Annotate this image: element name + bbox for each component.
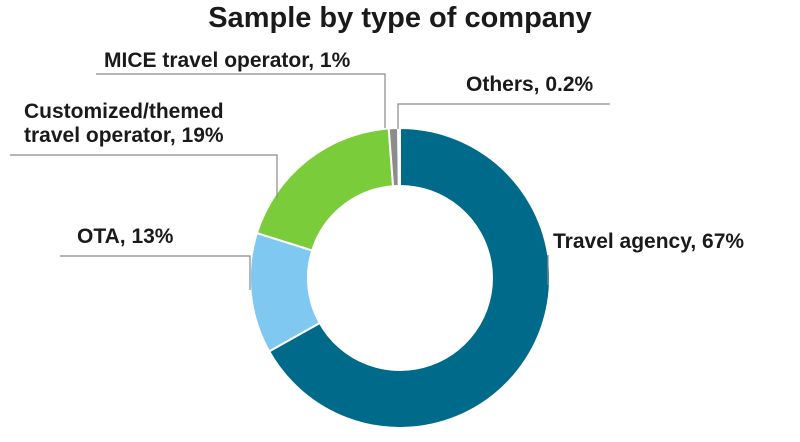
data-label-mice: MICE travel operator, 1% [104,49,351,72]
leader-mice [96,73,386,128]
leader-others [397,103,610,129]
data-label-custom-line1: Customized/themed [24,100,224,123]
leader-ota [60,255,251,290]
data-label-travel-agency: Travel agency, 67% [553,230,745,253]
leader-custom [10,154,278,198]
data-label-others: Others, 0.2% [466,73,594,96]
data-label-customized-themed: Customized/themed travel operator, 19% [24,100,224,148]
data-label-ota: OTA, 13% [77,225,174,248]
slice-others [397,126,401,188]
chart-title: Sample by type of company [208,2,592,34]
slice-travel-agency [267,126,551,429]
data-label-custom-line2: travel operator, 19% [24,124,224,147]
